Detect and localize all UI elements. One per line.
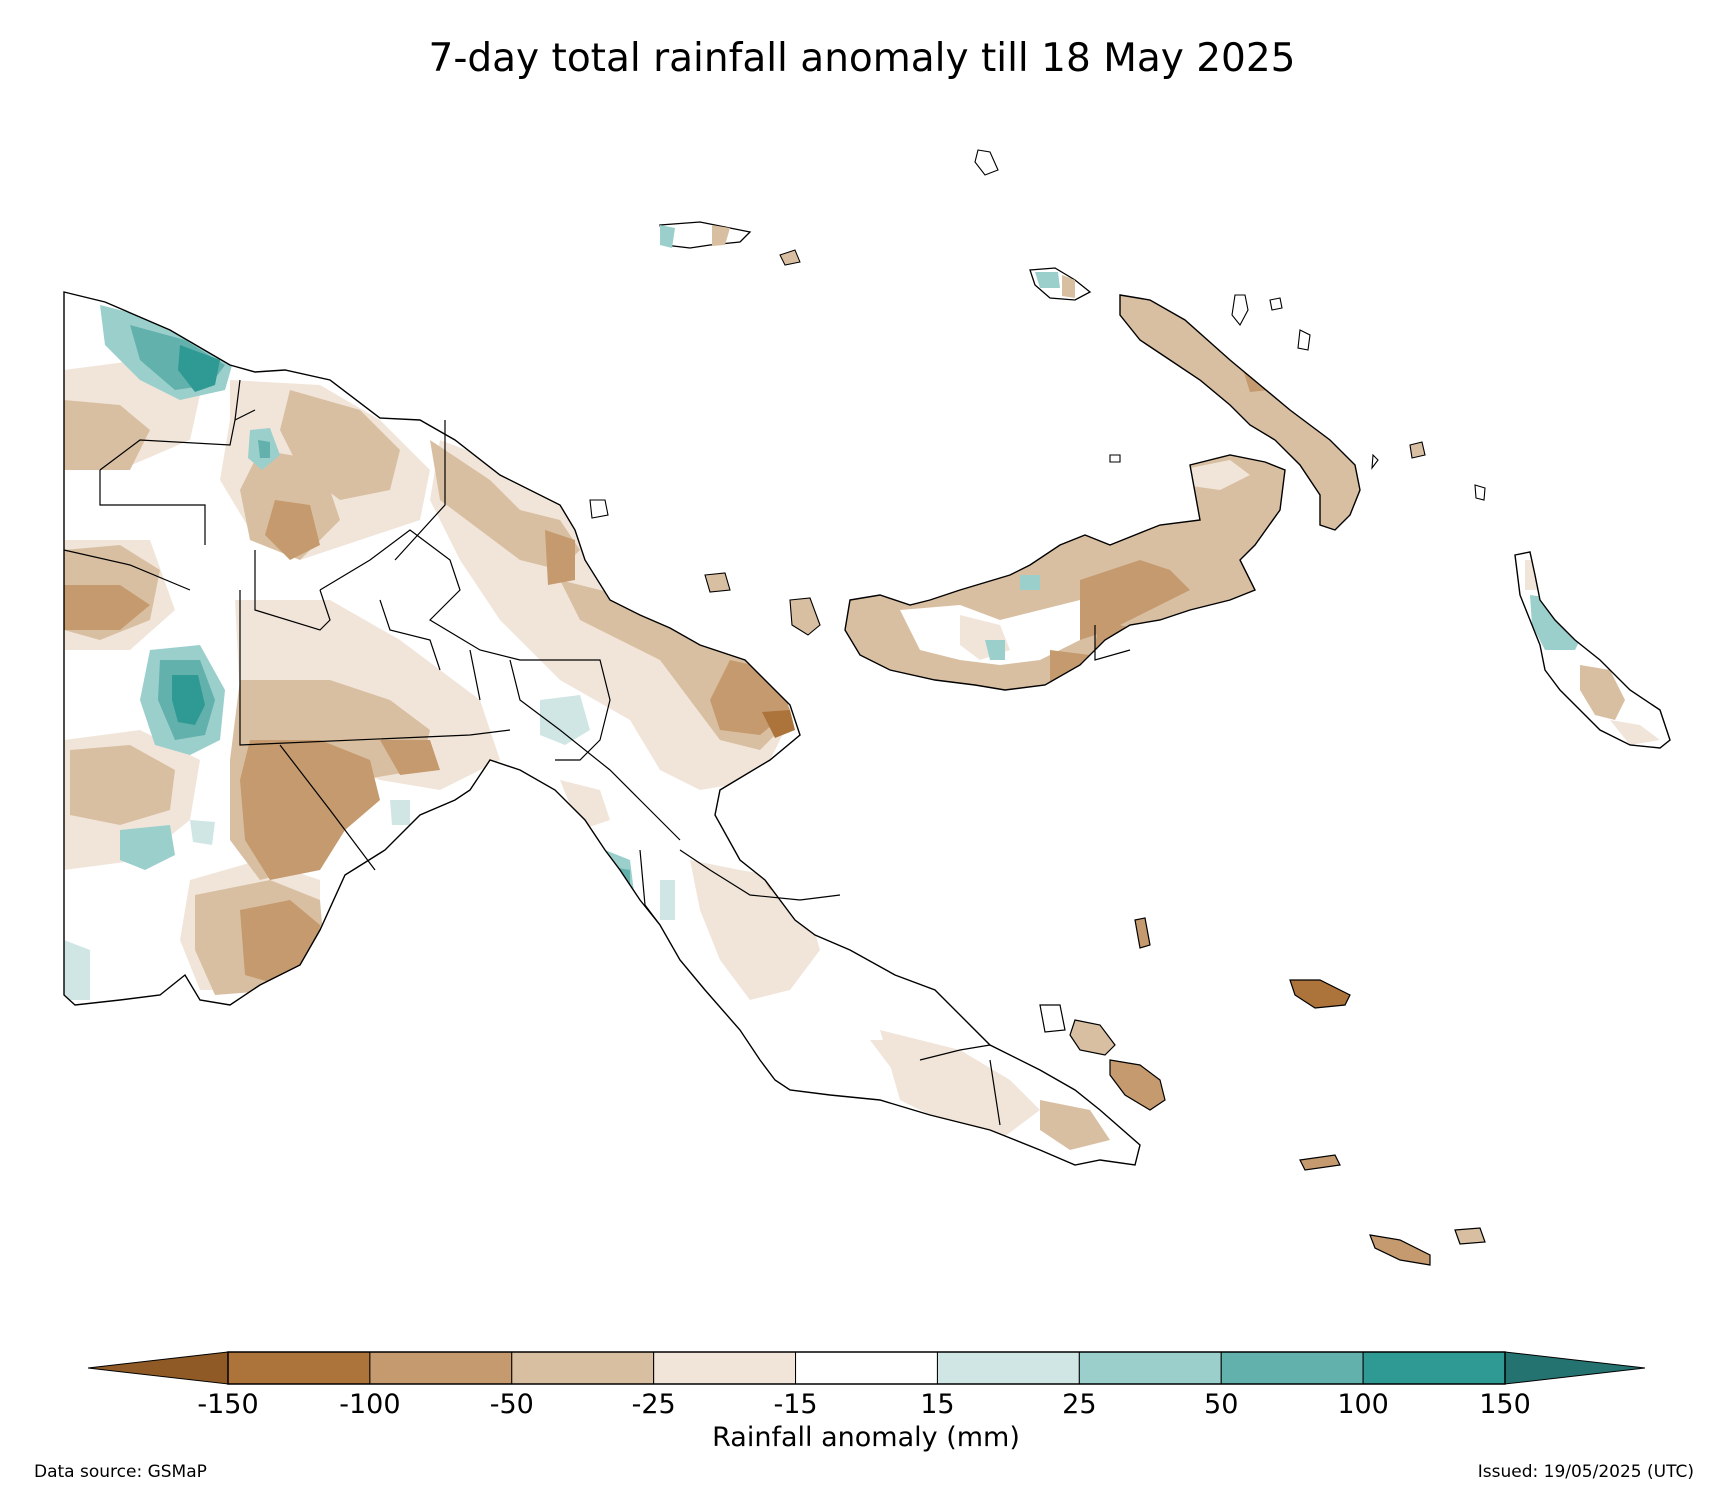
colorbar-bin <box>1078 1351 1222 1385</box>
colorbar-bin <box>653 1351 797 1385</box>
colorbar-tick-label: -15 <box>774 1389 818 1420</box>
colorbar-bin <box>1362 1351 1506 1385</box>
colorbar-tick-label: -50 <box>490 1389 534 1420</box>
colorbar-tick-label: 25 <box>1062 1389 1096 1420</box>
bougainville <box>1514 551 1671 749</box>
colorbar-tick-label: -25 <box>632 1389 676 1420</box>
colorbar-tick-label: -150 <box>197 1389 258 1420</box>
mainland-png <box>63 291 1141 1166</box>
colorbar-bin <box>1220 1351 1364 1385</box>
issued-date-note: Issued: 19/05/2025 (UTC) <box>1477 1462 1694 1482</box>
colorbar-tick-label: 15 <box>920 1389 954 1420</box>
karkar-long-islands <box>589 149 1486 636</box>
colorbar-bin <box>511 1351 655 1385</box>
colorbar-max-extension <box>1504 1351 1646 1385</box>
colorbar-bin <box>227 1351 371 1385</box>
colorbar-tick-label: 50 <box>1204 1389 1238 1420</box>
mainland-anomaly-fields <box>64 305 1110 1150</box>
colorbar-tick-label: 150 <box>1479 1389 1531 1420</box>
province-boundaries <box>63 379 1001 1126</box>
map-title: 7-day total rainfall anomaly till 18 May… <box>428 36 1296 81</box>
colorbar-bin <box>795 1351 938 1385</box>
colorbar-tick-label: 100 <box>1337 1389 1389 1420</box>
data-source-note: Data source: GSMaP <box>34 1462 207 1482</box>
colorbar-min-extension <box>87 1351 229 1385</box>
new-britain <box>844 454 1286 691</box>
manus-island <box>659 221 801 266</box>
colorbar-bin <box>369 1351 513 1385</box>
rainfall-anomaly-map <box>63 149 1671 1266</box>
colorbar-label: Rainfall anomaly (mm) <box>712 1422 1020 1453</box>
colorbar-bin <box>936 1351 1080 1385</box>
dentrecasteaux-islands <box>1039 917 1486 1266</box>
colorbar-tick-label: -100 <box>339 1389 400 1420</box>
new-hanover <box>1029 267 1092 301</box>
